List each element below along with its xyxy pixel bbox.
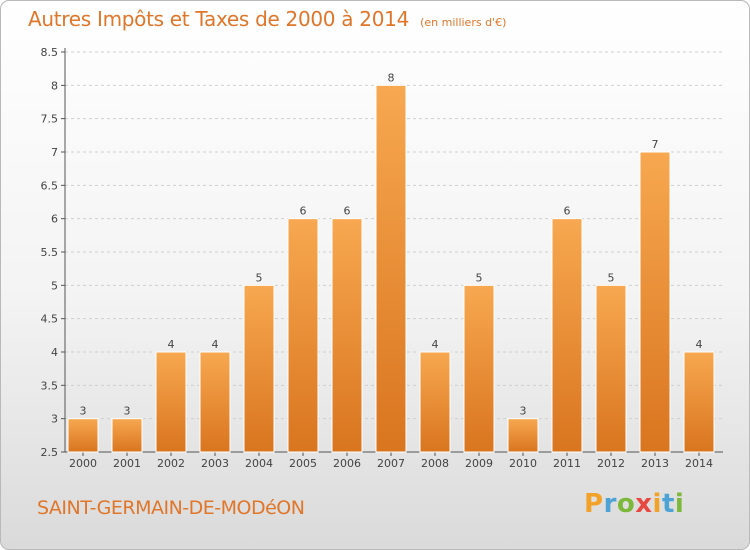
y-tick-label: 3 xyxy=(51,413,58,426)
bar-2006 xyxy=(331,218,363,453)
logo-letter: x xyxy=(635,489,653,519)
data-label-2014: 4 xyxy=(696,338,703,351)
y-tick-label: 4 xyxy=(51,346,58,359)
data-label-2012: 5 xyxy=(608,271,615,284)
y-tick-label: 8.5 xyxy=(41,46,59,59)
logo-letter: t xyxy=(661,489,675,519)
bar-2001 xyxy=(111,418,143,453)
x-tick-label-2001: 2001 xyxy=(113,457,141,470)
bar-2008 xyxy=(419,351,451,453)
y-tick-label: 6.5 xyxy=(41,179,59,192)
x-tick-label-2006: 2006 xyxy=(333,457,361,470)
y-tick-label: 4.5 xyxy=(41,313,59,326)
commune-name: SAINT-GERMAIN-DE-MODéON xyxy=(37,497,305,519)
data-label-2002: 4 xyxy=(168,338,175,351)
bar-2007 xyxy=(375,84,407,453)
bar-2003 xyxy=(199,351,231,453)
bar-2010 xyxy=(507,418,539,453)
bar-2005 xyxy=(287,218,319,453)
data-label-2005: 6 xyxy=(300,205,307,218)
y-tick-label: 7.5 xyxy=(41,113,59,126)
bar-2002 xyxy=(155,351,187,453)
data-label-2000: 3 xyxy=(80,405,87,418)
y-tick-label: 7 xyxy=(51,146,58,159)
x-tick-label-2008: 2008 xyxy=(421,457,449,470)
data-label-2009: 5 xyxy=(476,271,483,284)
data-label-2011: 6 xyxy=(564,205,571,218)
bar-2011 xyxy=(551,218,583,453)
data-label-2006: 6 xyxy=(344,205,351,218)
bar-2013 xyxy=(639,151,671,453)
data-label-2007: 8 xyxy=(388,71,395,84)
x-tick-label-2004: 2004 xyxy=(245,457,273,470)
y-tick-label: 8 xyxy=(51,79,58,92)
x-tick-label-2003: 2003 xyxy=(201,457,229,470)
data-label-2004: 5 xyxy=(256,271,263,284)
y-tick-label: 5 xyxy=(51,279,58,292)
proxiti-logo: Proxiti xyxy=(584,489,684,519)
x-tick-label-2002: 2002 xyxy=(157,457,185,470)
x-tick-label-2009: 2009 xyxy=(465,457,493,470)
data-label-2003: 4 xyxy=(212,338,219,351)
x-tick-label-2014: 2014 xyxy=(685,457,713,470)
bar-2012 xyxy=(595,284,627,453)
chart-heading: Autres Impôts et Taxes de 2000 à 2014 (e… xyxy=(28,7,506,31)
x-tick-label-2011: 2011 xyxy=(553,457,581,470)
logo-letter: i xyxy=(674,489,685,519)
logo-letter: i xyxy=(652,489,662,519)
logo-letter: P xyxy=(584,489,604,519)
x-tick-label-2000: 2000 xyxy=(69,457,97,470)
y-tick-label: 5.5 xyxy=(41,246,59,259)
bar-2009 xyxy=(463,284,495,453)
logo-letter: r xyxy=(603,489,617,519)
bar-2004 xyxy=(243,284,275,453)
x-tick-label-2007: 2007 xyxy=(377,457,405,470)
logo-letter: o xyxy=(616,489,636,519)
data-label-2008: 4 xyxy=(432,338,439,351)
x-tick-label-2013: 2013 xyxy=(641,457,669,470)
data-label-2013: 7 xyxy=(652,138,659,151)
bar-2014 xyxy=(683,351,715,453)
chart-unit: (en milliers d'€) xyxy=(420,16,507,29)
data-label-2010: 3 xyxy=(520,405,527,418)
bar-2000 xyxy=(67,418,99,453)
x-tick-label-2010: 2010 xyxy=(509,457,537,470)
y-tick-label: 6 xyxy=(51,213,58,226)
data-label-2001: 3 xyxy=(124,405,131,418)
y-tick-label: 2.5 xyxy=(41,446,59,459)
chart-title: Autres Impôts et Taxes de 2000 à 2014 xyxy=(28,7,409,31)
x-tick-label-2005: 2005 xyxy=(289,457,317,470)
y-tick-label: 3.5 xyxy=(41,379,59,392)
x-tick-label-2012: 2012 xyxy=(597,457,625,470)
